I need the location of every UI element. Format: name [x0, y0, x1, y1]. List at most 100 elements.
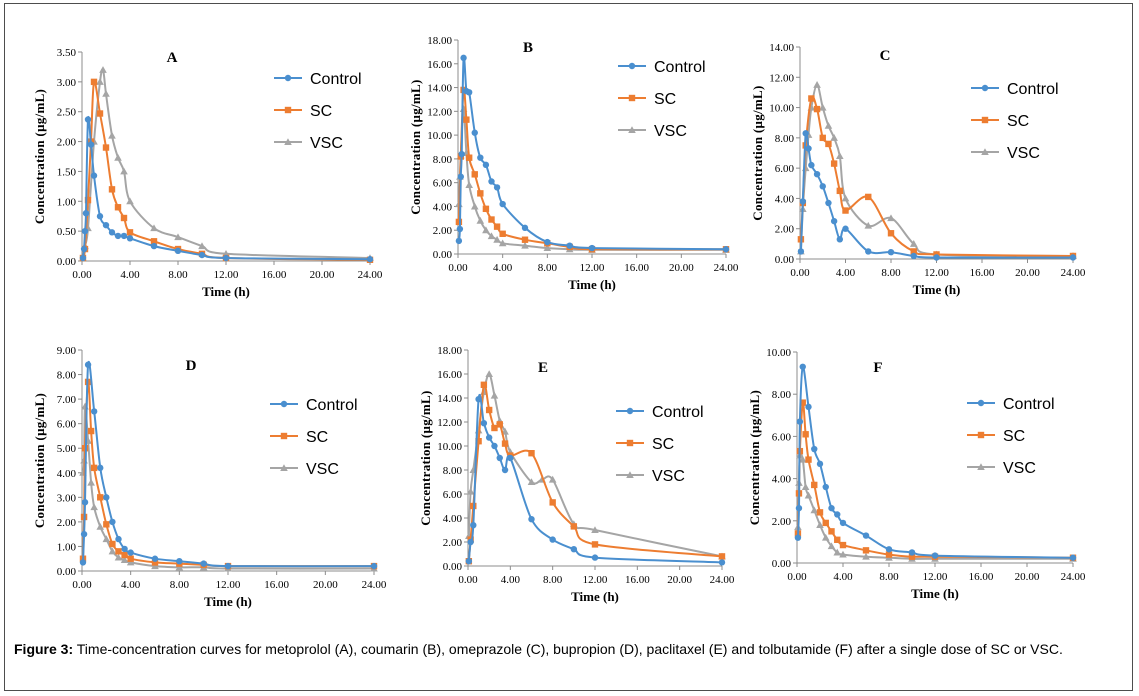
data-point-control	[115, 535, 122, 543]
data-point-vsc	[87, 478, 95, 486]
data-point-control	[718, 559, 726, 566]
legend-item-vsc: VSC	[270, 461, 339, 478]
legend-item-sc: SC	[618, 91, 676, 108]
legend-item-vsc: VSC	[618, 123, 687, 140]
x-tick-label: 4.00	[121, 579, 141, 591]
data-point-control	[465, 89, 473, 96]
legend-label: Control	[1007, 81, 1059, 98]
data-point-vsc	[96, 523, 105, 530]
data-point-vsc	[804, 491, 813, 499]
chart-E: 0.00 2.00 4.00 6.00 8.00 10.00 12.00 14.00 16.00…	[418, 345, 735, 604]
legend-marker-sc	[280, 432, 288, 440]
data-point-control	[722, 246, 730, 253]
legend-item-control: Control	[971, 81, 1059, 98]
series-line-sc	[796, 401, 1074, 559]
data-point-sc	[808, 95, 815, 102]
data-point-vsc	[96, 78, 104, 85]
data-point-control	[174, 247, 182, 255]
data-point-sc	[102, 144, 110, 151]
legend-marker-vsc	[626, 471, 634, 478]
y-tick-label: 4.00	[443, 513, 463, 525]
legend-marker-vsc	[628, 126, 636, 133]
data-point-sc	[465, 154, 473, 161]
data-point-vsc	[108, 547, 117, 555]
legend-item-sc: SC	[270, 429, 328, 446]
data-point-vsc	[108, 131, 116, 139]
x-tick-label: 20.00	[313, 579, 338, 591]
caption-label: Figure 3:	[14, 641, 74, 657]
data-point-sc	[90, 78, 98, 86]
y-tick-label: 9.00	[57, 345, 77, 357]
data-point-vsc	[833, 548, 842, 556]
y-tick-label: 0.00	[57, 256, 77, 268]
y-tick-label: 12.00	[769, 72, 794, 84]
data-point-sc	[887, 230, 895, 237]
data-point-control	[797, 248, 805, 255]
series-vsc	[79, 66, 374, 262]
data-point-control	[470, 522, 477, 529]
y-tick-label: 2.00	[775, 224, 795, 236]
data-point-control	[887, 248, 895, 256]
legend-marker-sc	[977, 431, 985, 439]
data-point-sc	[811, 481, 818, 489]
x-tick-label: 24.00	[714, 262, 739, 274]
data-point-vsc	[836, 152, 844, 160]
data-point-vsc	[151, 562, 159, 570]
y-tick-label: 4.00	[775, 193, 795, 205]
data-point-control	[1069, 254, 1077, 261]
data-point-control	[482, 161, 490, 169]
data-point-sc	[499, 230, 506, 237]
data-point-sc	[84, 196, 92, 204]
data-point-vsc	[827, 542, 836, 550]
data-point-control	[120, 232, 128, 240]
legend-item-control: Control	[270, 397, 358, 414]
legend-label: SC	[1003, 428, 1025, 445]
data-point-control	[81, 499, 89, 506]
x-tick-label: 12.00	[216, 579, 241, 591]
data-point-control	[456, 225, 464, 233]
x-axis-label: Time (h)	[202, 284, 250, 299]
data-point-control	[80, 530, 88, 538]
x-tick-label: 12.00	[580, 262, 605, 274]
data-point-control	[910, 252, 917, 260]
data-point-vsc	[527, 478, 536, 485]
data-point-sc	[825, 140, 832, 148]
legend-marker-sc	[628, 94, 636, 102]
data-point-control	[87, 141, 95, 148]
data-point-sc	[455, 218, 463, 226]
x-tick-label: 24.00	[710, 574, 735, 586]
data-point-vsc	[174, 233, 182, 241]
data-point-vsc	[126, 197, 134, 205]
data-point-control	[570, 546, 578, 553]
data-point-vsc	[120, 167, 128, 175]
legend-marker-control	[977, 399, 985, 407]
x-tick-label: 0.00	[72, 579, 92, 591]
data-point-control	[121, 545, 128, 553]
y-axis-label: Concentration (μg/mL)	[747, 390, 762, 525]
data-point-sc	[591, 541, 599, 548]
legend-item-control: Control	[618, 59, 706, 76]
data-point-vsc	[839, 550, 847, 558]
data-point-vsc	[548, 475, 557, 483]
data-point-vsc	[487, 232, 496, 240]
data-point-sc	[485, 406, 493, 414]
legend-marker-control	[981, 84, 989, 92]
legend-marker-control	[280, 400, 288, 408]
data-point-control	[84, 361, 92, 368]
legend-label: SC	[306, 429, 328, 446]
y-tick-label: 4.00	[433, 201, 453, 213]
data-point-vsc	[887, 214, 895, 222]
data-point-vsc	[198, 242, 206, 250]
data-point-vsc	[99, 66, 107, 73]
data-point-sc	[108, 186, 116, 193]
y-tick-label: 16.00	[427, 59, 452, 71]
data-point-vsc	[801, 483, 810, 491]
chart-title: B	[523, 40, 533, 56]
x-tick-label: 16.00	[969, 571, 994, 583]
y-axis-label: Concentration (μg/mL)	[418, 390, 433, 525]
data-point-vsc	[816, 521, 824, 529]
legend-label: VSC	[654, 123, 687, 140]
data-point-control	[80, 245, 88, 253]
x-tick-label: 20.00	[669, 262, 694, 274]
data-point-sc	[549, 499, 556, 506]
